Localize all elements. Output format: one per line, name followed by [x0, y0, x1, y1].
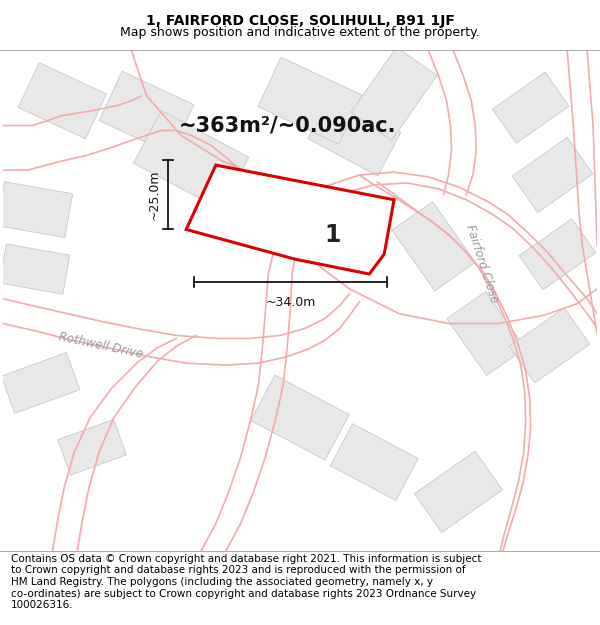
Polygon shape: [447, 291, 526, 376]
Text: 1: 1: [324, 223, 340, 248]
Polygon shape: [186, 165, 394, 274]
Polygon shape: [351, 47, 437, 141]
Text: ~25.0m: ~25.0m: [148, 169, 160, 220]
Polygon shape: [512, 138, 593, 212]
Polygon shape: [258, 58, 362, 144]
Text: Map shows position and indicative extent of the property.: Map shows position and indicative extent…: [120, 26, 480, 39]
Text: ~363m²/~0.090ac.: ~363m²/~0.090ac.: [179, 116, 397, 136]
Polygon shape: [0, 182, 73, 238]
Polygon shape: [331, 424, 418, 501]
Text: ~34.0m: ~34.0m: [265, 296, 316, 309]
Text: Rothwell Drive: Rothwell Drive: [58, 330, 144, 361]
Polygon shape: [0, 244, 70, 294]
Polygon shape: [133, 111, 249, 209]
Polygon shape: [308, 95, 401, 176]
Polygon shape: [519, 219, 596, 290]
Polygon shape: [99, 71, 194, 154]
Polygon shape: [251, 375, 349, 460]
Polygon shape: [415, 451, 502, 532]
Polygon shape: [18, 62, 106, 139]
Polygon shape: [509, 308, 590, 383]
Polygon shape: [392, 202, 475, 291]
Text: Fairford Close: Fairford Close: [463, 223, 501, 305]
Text: Contains OS data © Crown copyright and database right 2021. This information is : Contains OS data © Crown copyright and d…: [11, 554, 481, 610]
Polygon shape: [58, 419, 127, 475]
Polygon shape: [493, 72, 569, 143]
Text: 1, FAIRFORD CLOSE, SOLIHULL, B91 1JF: 1, FAIRFORD CLOSE, SOLIHULL, B91 1JF: [146, 14, 454, 28]
Polygon shape: [1, 352, 80, 413]
